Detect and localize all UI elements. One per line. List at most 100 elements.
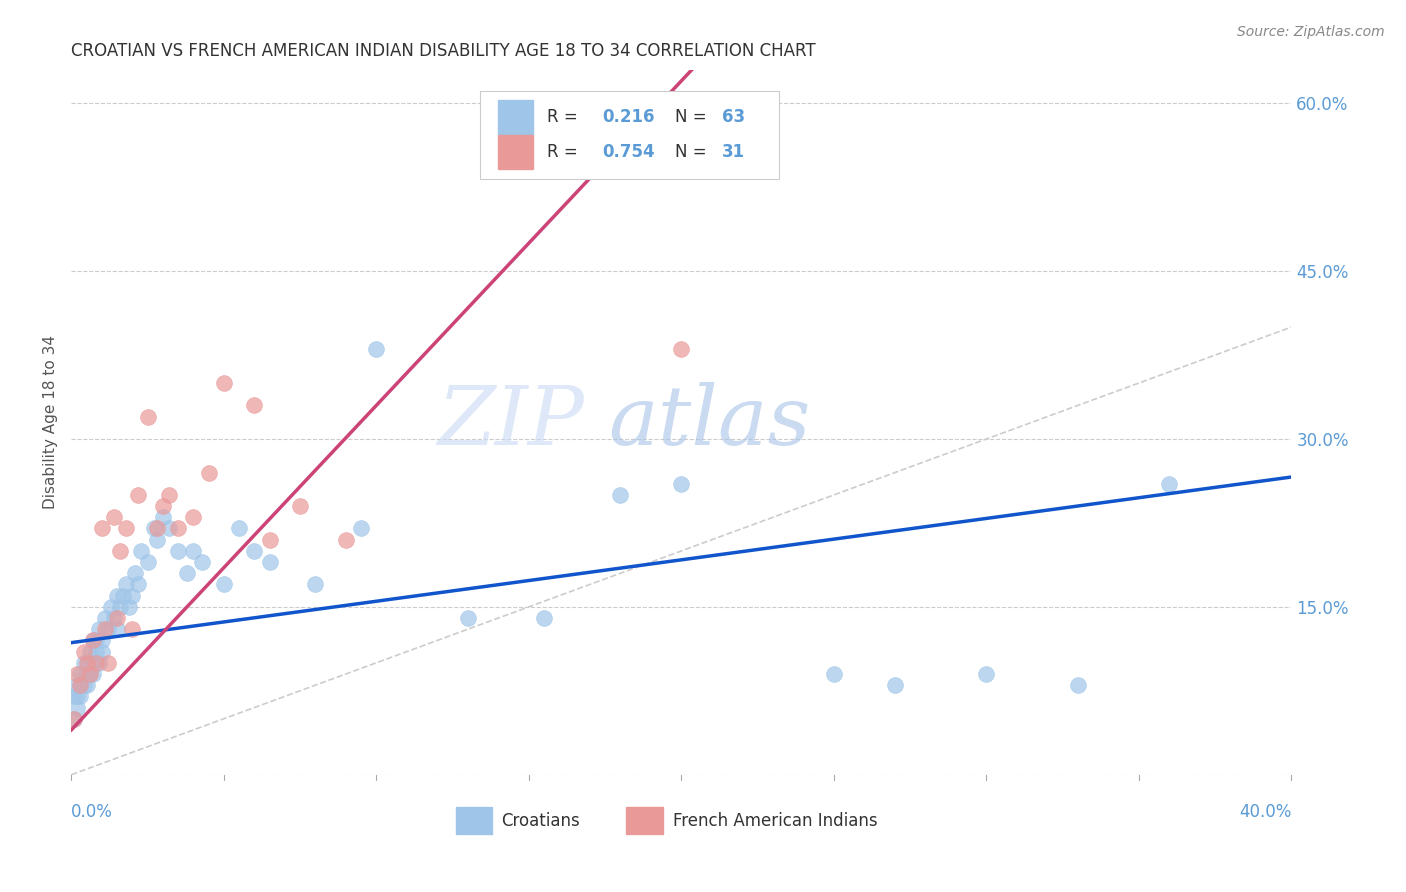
Point — [157, 521, 180, 535]
Point — [136, 409, 159, 424]
Point — [66, 700, 89, 714]
Point — [176, 566, 198, 581]
Point — [112, 589, 135, 603]
Point — [152, 510, 174, 524]
Point — [671, 476, 693, 491]
Point — [191, 555, 214, 569]
Text: N =: N = — [675, 108, 713, 126]
Point — [76, 656, 98, 670]
Point — [212, 376, 235, 390]
Point — [105, 589, 128, 603]
Point — [197, 466, 219, 480]
Point — [82, 633, 104, 648]
Point — [69, 678, 91, 692]
Point — [76, 667, 98, 681]
Point — [259, 555, 281, 569]
Point — [72, 678, 94, 692]
Point — [1067, 678, 1090, 692]
Point — [90, 521, 112, 535]
Point — [152, 499, 174, 513]
Point — [108, 544, 131, 558]
Point — [84, 656, 107, 670]
Text: CROATIAN VS FRENCH AMERICAN INDIAN DISABILITY AGE 18 TO 34 CORRELATION CHART: CROATIAN VS FRENCH AMERICAN INDIAN DISAB… — [72, 42, 815, 60]
Point — [640, 119, 662, 133]
Point — [304, 577, 326, 591]
Point — [63, 712, 86, 726]
Point — [121, 622, 143, 636]
Point — [823, 667, 845, 681]
Point — [94, 622, 117, 636]
Point — [105, 611, 128, 625]
Point — [66, 690, 89, 704]
Point — [142, 521, 165, 535]
Text: atlas: atlas — [609, 382, 810, 462]
Point — [90, 633, 112, 648]
Point — [335, 533, 357, 547]
FancyBboxPatch shape — [479, 91, 779, 179]
Point — [167, 521, 190, 535]
Point — [157, 488, 180, 502]
Text: R =: R = — [547, 108, 583, 126]
Point — [103, 510, 125, 524]
Point — [131, 544, 153, 558]
Text: N =: N = — [675, 143, 713, 161]
Point — [72, 644, 94, 658]
Point — [79, 667, 101, 681]
Point — [84, 633, 107, 648]
Point — [243, 544, 266, 558]
Text: French American Indians: French American Indians — [673, 812, 877, 830]
Point — [883, 678, 905, 692]
Bar — [498, 136, 533, 169]
Text: 63: 63 — [721, 108, 745, 126]
Point — [79, 644, 101, 658]
Point — [145, 521, 167, 535]
Bar — [627, 807, 664, 834]
Point — [671, 343, 693, 357]
Text: Croatians: Croatians — [501, 812, 579, 830]
Point — [228, 521, 250, 535]
Point — [136, 555, 159, 569]
Point — [76, 678, 98, 692]
Point — [66, 678, 89, 692]
Point — [127, 488, 149, 502]
Point — [72, 656, 94, 670]
Text: R =: R = — [547, 143, 583, 161]
Point — [167, 544, 190, 558]
Point — [350, 521, 373, 535]
Point — [63, 690, 86, 704]
Text: 0.216: 0.216 — [602, 108, 655, 126]
Point — [288, 499, 311, 513]
Point — [82, 633, 104, 648]
Text: 0.754: 0.754 — [602, 143, 655, 161]
Point — [183, 510, 205, 524]
Point — [100, 599, 122, 614]
Point — [533, 611, 555, 625]
Point — [121, 589, 143, 603]
Point — [69, 667, 91, 681]
Point — [76, 656, 98, 670]
Point — [97, 622, 120, 636]
Point — [79, 667, 101, 681]
Text: 31: 31 — [721, 143, 745, 161]
Point — [82, 656, 104, 670]
Text: Source: ZipAtlas.com: Source: ZipAtlas.com — [1237, 25, 1385, 39]
Point — [127, 577, 149, 591]
Point — [69, 690, 91, 704]
Point — [243, 398, 266, 412]
Point — [63, 712, 86, 726]
Point — [115, 521, 138, 535]
Point — [84, 644, 107, 658]
Point — [457, 611, 479, 625]
Point — [90, 644, 112, 658]
Point — [69, 678, 91, 692]
Point — [103, 611, 125, 625]
Point — [105, 622, 128, 636]
Point — [212, 577, 235, 591]
Point — [94, 611, 117, 625]
Point — [108, 599, 131, 614]
Text: 0.0%: 0.0% — [72, 803, 114, 821]
Point — [97, 656, 120, 670]
Text: ZIP: ZIP — [437, 382, 583, 462]
Point — [115, 577, 138, 591]
Bar — [456, 807, 492, 834]
